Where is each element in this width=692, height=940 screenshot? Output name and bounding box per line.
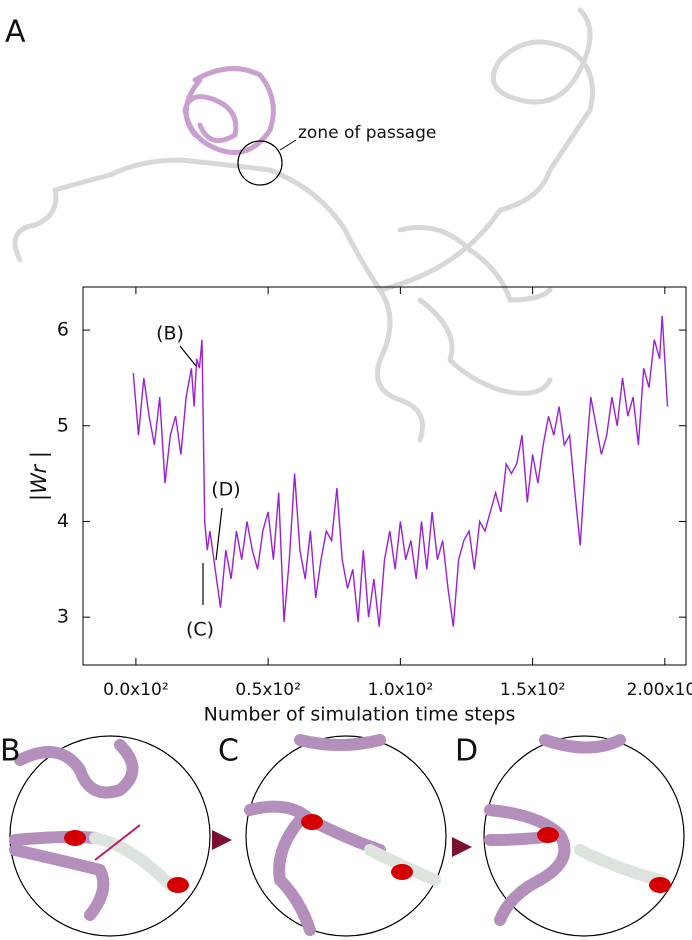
snapshots [9, 734, 685, 937]
snapshot-label: D [455, 734, 478, 769]
polymer-illustration [12, 7, 595, 443]
y-axis-label: |Wr | [27, 451, 52, 501]
annotation: (C) [186, 619, 214, 641]
x-tick-label: 0.0x10² [103, 680, 169, 700]
y-tick-label: 6 [57, 319, 69, 341]
snapshot-label: B [0, 734, 21, 769]
panel-label: A [5, 15, 26, 50]
y-tick-label: 3 [57, 606, 69, 628]
plot-frame [82, 286, 687, 666]
annotation: (B) [156, 323, 184, 345]
annotation: (D) [211, 479, 240, 501]
plot: 3 4 5 6 0.0x10² 0.5x10² 1.0x10² 1.5x10² 2.00x10²… [27, 287, 692, 726]
annotation-arrow [179, 345, 197, 367]
x-axis-label: Number of simulation time steps [204, 704, 516, 726]
y-tick-label: 4 [57, 510, 69, 532]
data-line [132, 315, 669, 627]
x-tick-label: 2.00x10² [627, 680, 692, 700]
y-tick-label: 5 [57, 414, 69, 436]
x-tick-label: 0.5x10² [235, 680, 301, 700]
x-tick-label: 1.0x10² [368, 680, 434, 700]
zone-label: zone of passage [298, 123, 436, 143]
x-tick-label: 1.5x10² [500, 680, 566, 700]
annotation-arrow [215, 507, 223, 561]
snapshot-label: C [218, 734, 239, 769]
